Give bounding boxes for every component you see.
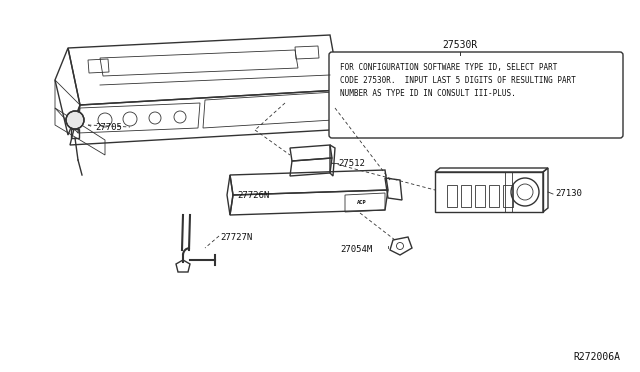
Circle shape (66, 111, 84, 129)
Text: R272006A: R272006A (573, 352, 620, 362)
Text: FOR CONFIGURATION SOFTWARE TYPE ID, SELECT PART: FOR CONFIGURATION SOFTWARE TYPE ID, SELE… (340, 63, 557, 72)
Text: 27726N: 27726N (237, 192, 269, 201)
Text: 27705: 27705 (95, 122, 122, 131)
Bar (503, 185, 513, 207)
Text: CODE 27530R.  INPUT LAST 5 DIGITS OF RESULTING PART: CODE 27530R. INPUT LAST 5 DIGITS OF RESU… (340, 76, 576, 85)
Text: ACP: ACP (357, 201, 367, 205)
Text: 27054M: 27054M (340, 246, 372, 254)
Bar (475, 185, 485, 207)
Text: 27512: 27512 (338, 158, 365, 167)
FancyBboxPatch shape (329, 52, 623, 138)
Bar (489, 185, 499, 207)
Bar (461, 185, 471, 207)
Text: 27530R: 27530R (442, 40, 477, 50)
Text: 27130: 27130 (555, 189, 582, 199)
Bar (447, 185, 457, 207)
Text: NUMBER AS TYPE ID IN CONSULT III-PLUS.: NUMBER AS TYPE ID IN CONSULT III-PLUS. (340, 89, 516, 98)
Text: 27727N: 27727N (220, 234, 252, 243)
